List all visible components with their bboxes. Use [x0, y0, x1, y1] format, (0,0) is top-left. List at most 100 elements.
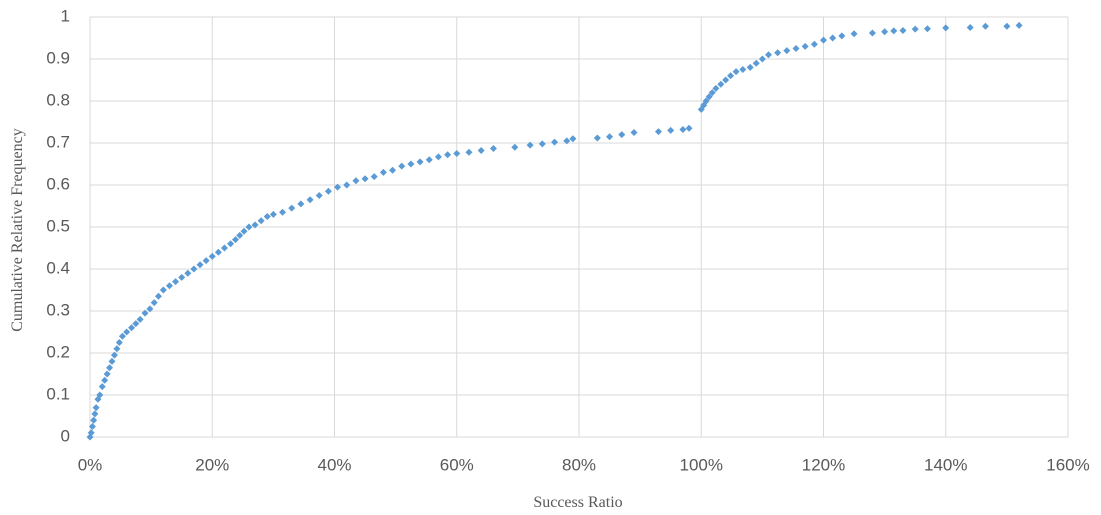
- point: [257, 217, 265, 225]
- point: [732, 68, 740, 76]
- point: [526, 141, 534, 149]
- point: [911, 25, 919, 33]
- y-tick-label: 0.8: [46, 90, 70, 109]
- point: [98, 383, 106, 391]
- point: [708, 89, 716, 97]
- point: [115, 339, 123, 346]
- y-tick-label: 0.3: [46, 300, 70, 319]
- point: [563, 137, 571, 145]
- point: [118, 332, 126, 340]
- y-tick-label: 0.6: [46, 174, 70, 193]
- y-tick-label: 0: [61, 426, 70, 445]
- point: [1015, 21, 1023, 29]
- x-tick-label: 80%: [562, 455, 596, 474]
- point: [654, 128, 662, 136]
- x-tick-label: 160%: [1046, 455, 1089, 474]
- point: [91, 410, 99, 418]
- point: [881, 28, 889, 36]
- point: [251, 221, 259, 229]
- point: [425, 156, 433, 164]
- point: [240, 227, 248, 235]
- point: [538, 140, 546, 148]
- point: [783, 47, 791, 55]
- point: [758, 55, 766, 63]
- point: [227, 240, 235, 248]
- point: [106, 364, 114, 372]
- point: [343, 181, 351, 189]
- point: [236, 231, 244, 239]
- point: [96, 391, 104, 399]
- point: [820, 36, 827, 44]
- point: [444, 151, 452, 159]
- point: [792, 45, 800, 52]
- x-tick-label: 120%: [802, 455, 845, 474]
- point: [810, 40, 818, 48]
- point: [569, 135, 577, 143]
- point: [593, 134, 601, 142]
- point: [324, 187, 332, 195]
- point: [150, 299, 158, 307]
- point: [101, 376, 109, 384]
- point: [398, 162, 406, 170]
- point: [306, 196, 314, 204]
- point: [88, 423, 96, 430]
- x-tick-label: 140%: [924, 455, 967, 474]
- point: [263, 213, 271, 220]
- point: [489, 144, 497, 152]
- point: [87, 429, 95, 437]
- point: [132, 320, 140, 328]
- point: [774, 49, 782, 57]
- point: [1003, 22, 1011, 30]
- point: [208, 252, 216, 260]
- point: [829, 34, 837, 42]
- point: [315, 192, 323, 199]
- point: [154, 292, 162, 300]
- point: [165, 282, 173, 290]
- point: [942, 24, 950, 32]
- point: [123, 328, 131, 336]
- x-tick-label: 60%: [440, 455, 474, 474]
- point: [618, 131, 626, 139]
- point: [630, 129, 638, 136]
- point: [136, 315, 144, 323]
- y-axis-title: Cumulative Relative Frequency: [9, 128, 26, 332]
- point: [890, 27, 898, 35]
- y-tick-label: 0.4: [46, 258, 70, 277]
- point: [269, 210, 277, 218]
- point: [108, 357, 116, 365]
- point: [981, 22, 989, 30]
- point: [801, 42, 809, 50]
- point: [868, 29, 876, 37]
- x-tick-label: 100%: [680, 455, 723, 474]
- point: [606, 133, 614, 141]
- point: [202, 257, 210, 265]
- point: [279, 208, 287, 216]
- point: [511, 143, 519, 151]
- point: [722, 76, 730, 84]
- point: [334, 183, 342, 191]
- point: [752, 59, 760, 67]
- point: [899, 26, 907, 34]
- point: [297, 200, 305, 208]
- point: [679, 126, 687, 134]
- point: [141, 309, 149, 317]
- point: [146, 305, 154, 313]
- point: [477, 147, 485, 155]
- point: [838, 32, 846, 40]
- point: [551, 138, 559, 146]
- point: [389, 166, 397, 174]
- point: [231, 236, 239, 244]
- point: [113, 345, 121, 353]
- point: [214, 248, 222, 256]
- point: [379, 168, 387, 176]
- point: [196, 261, 204, 269]
- point: [288, 204, 296, 212]
- point: [465, 148, 473, 156]
- point: [370, 173, 378, 181]
- point: [128, 324, 136, 332]
- point: [764, 51, 772, 59]
- point: [92, 404, 100, 412]
- point: [717, 80, 725, 88]
- point: [685, 124, 693, 132]
- point: [159, 286, 167, 294]
